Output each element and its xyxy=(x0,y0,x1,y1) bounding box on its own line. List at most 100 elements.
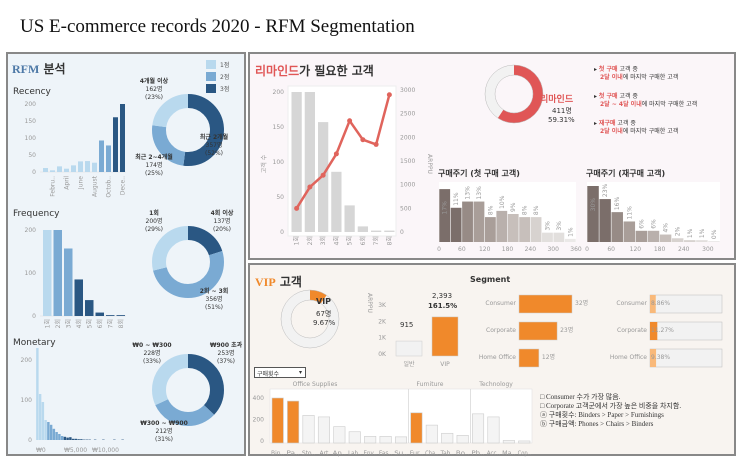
cycle-bar xyxy=(660,235,671,242)
arppu-bar xyxy=(396,341,422,356)
x-tick-label: 1회 xyxy=(43,319,51,328)
histogram-bar xyxy=(78,161,83,172)
category-group-label: Furniture xyxy=(417,381,444,388)
cycle-bar xyxy=(696,240,707,242)
product-bar xyxy=(334,427,345,443)
donut-label-count: 356명 xyxy=(184,296,244,304)
x-tick-label: 1회 xyxy=(293,236,301,245)
donut-label-pct: (23%) xyxy=(124,94,184,102)
y-tick-label: 200 xyxy=(25,101,37,108)
x-tick-label: Dece.. xyxy=(120,176,127,195)
product-bar xyxy=(303,415,314,443)
customer-count-bar xyxy=(331,172,341,232)
y2-axis-title: ARPPU xyxy=(426,154,433,174)
segment-pct-label: 8.86% xyxy=(651,300,670,307)
donut-label-count: 357명 xyxy=(184,142,244,150)
vip-note: □ Consumer 수가 가장 많음. xyxy=(540,393,681,402)
cycle-bar-label: 17% xyxy=(442,201,449,215)
histogram-bar xyxy=(106,315,115,316)
arppu-point xyxy=(374,142,379,147)
note-line: 2달 ~ 4달 이내에 마지막 구매한 고객 xyxy=(594,101,734,109)
cycle-bar xyxy=(485,217,496,242)
histogram-bar xyxy=(71,165,76,172)
y2-tick-label: 2000 xyxy=(400,134,415,141)
segment-count-label: 23명 xyxy=(560,326,573,334)
x-tick-label: 2회 xyxy=(54,319,62,328)
x-tick-label: 120 xyxy=(630,246,642,253)
note-highlight: 재구매 xyxy=(599,120,616,127)
cycle-bar xyxy=(474,202,485,242)
cycle-bar xyxy=(636,231,647,242)
histogram-bar xyxy=(66,438,68,440)
cycle-bar xyxy=(462,202,473,242)
y-tick-label: 200 xyxy=(253,417,265,424)
x-tick-label: 0 xyxy=(437,246,441,253)
product-bar xyxy=(349,432,360,443)
cycle-bar xyxy=(565,239,576,242)
histogram-bar xyxy=(54,230,63,316)
product-bar xyxy=(457,435,468,443)
reminder-donut-label: 리마인드 xyxy=(540,92,573,105)
y-tick-label: 50 xyxy=(276,194,284,201)
segment-title: Segment xyxy=(470,275,510,284)
histogram-bar xyxy=(50,425,52,440)
cycle-bar xyxy=(531,217,542,242)
y-tick-label: 150 xyxy=(273,124,285,131)
vip-note: □ Corporate 고객군에서 가장 높은 비중을 차지함. xyxy=(540,402,681,411)
customer-count-bar xyxy=(358,226,368,232)
cycle-bar xyxy=(496,211,507,242)
donut-label-name: 1회 xyxy=(124,210,184,218)
donut-label-name: 4개월 이상 xyxy=(124,78,184,86)
metric-dropdown[interactable]: 구매횟수▾ xyxy=(254,367,306,378)
histogram-bar xyxy=(85,300,94,316)
cycle-bar xyxy=(553,233,564,242)
arppu-axis-title: ARPPU xyxy=(366,293,373,313)
x-tick-label: June xyxy=(78,176,85,190)
y-tick-label: 100 xyxy=(25,135,37,142)
y-tick-label: 100 xyxy=(25,270,37,277)
histogram-bar xyxy=(96,313,105,316)
cycle-bar-label: 6% xyxy=(651,219,658,229)
arppu-point xyxy=(307,185,312,190)
cycle-bar-label: 6% xyxy=(638,219,645,229)
histogram-bar xyxy=(85,161,90,172)
product-bar xyxy=(488,417,499,443)
cycle-bar xyxy=(708,241,719,242)
donut-label-count: 162명 xyxy=(124,86,184,94)
product-bar xyxy=(395,437,406,443)
cycle-bar xyxy=(599,199,610,242)
donut-label-pct: (52%) xyxy=(184,150,244,158)
reminder-donut-outline xyxy=(495,75,533,113)
vip-donut-count: 67명 xyxy=(316,309,331,319)
y-tick-label: 0 xyxy=(280,229,284,236)
cycle-bar xyxy=(624,221,635,242)
histogram-bar xyxy=(117,315,126,316)
cycle-bar-label: 16% xyxy=(614,196,621,210)
histogram-bar xyxy=(50,170,55,172)
frequency-title: Frequency xyxy=(13,209,60,219)
product-bar xyxy=(442,433,453,443)
category-group-label: Technology xyxy=(478,381,513,388)
arppu-tick-label: 1K xyxy=(378,335,387,342)
donut-label-name: ₩300 ~ ₩900 xyxy=(134,420,194,428)
donut-label-count: 137명 xyxy=(192,218,252,226)
x-tick-label: Febru.. xyxy=(50,176,57,197)
cycle-bar-label: 1% xyxy=(687,228,694,238)
histogram-bar xyxy=(55,432,57,440)
cycle-bar xyxy=(508,214,519,242)
y2-tick-label: 1500 xyxy=(400,158,415,165)
cycle-bar-label: 23% xyxy=(602,183,609,197)
x-tick-label: 7회 xyxy=(372,236,380,245)
x-tick-label: ₩0 xyxy=(36,447,46,454)
histogram-bar xyxy=(44,420,46,440)
histogram-bar xyxy=(69,437,71,440)
cycle-bar-label: 10% xyxy=(499,195,506,209)
x-tick-label: April xyxy=(64,176,71,190)
chevron-down-icon: ▾ xyxy=(299,369,302,376)
